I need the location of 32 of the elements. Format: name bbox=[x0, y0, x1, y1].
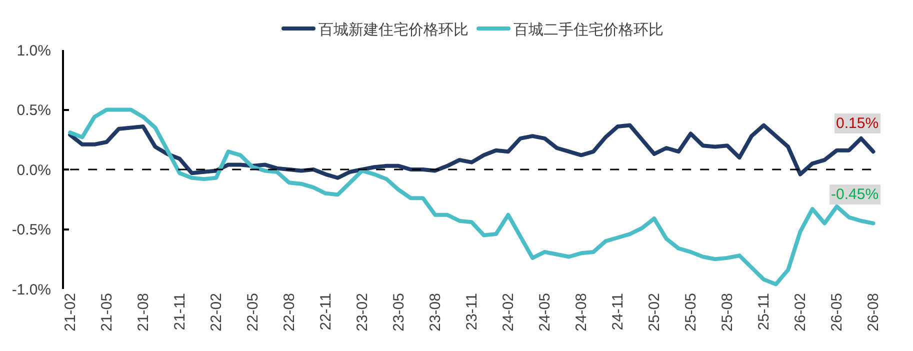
x-tick-label: 21-02 bbox=[62, 293, 79, 332]
x-tick-label: 25-02 bbox=[646, 293, 664, 332]
x-tick-label: 26-08 bbox=[865, 293, 882, 332]
x-tick-label: 24-05 bbox=[536, 293, 554, 332]
x-tick-label: 23-02 bbox=[354, 293, 372, 332]
x-tick-label: 21-05 bbox=[98, 293, 116, 332]
x-tick-label: 24-08 bbox=[573, 293, 590, 332]
y-tick-label: -0.5% bbox=[12, 222, 51, 238]
x-tick-label: 23-08 bbox=[427, 293, 444, 332]
x-tick-label: 21-11 bbox=[171, 293, 188, 330]
x-tick-label: 23-05 bbox=[390, 293, 408, 332]
x-tick-label: 22-02 bbox=[208, 293, 225, 332]
y-tick-label: 0.5% bbox=[16, 102, 51, 119]
x-tick-label: 25-05 bbox=[682, 293, 700, 332]
x-tick-label: 24-02 bbox=[500, 293, 518, 332]
x-tick-label: 21-08 bbox=[134, 293, 152, 332]
annotation: 0.15% bbox=[836, 115, 879, 132]
legend-label: 百城新建住宅价格环比 bbox=[318, 21, 468, 38]
x-tick-label: 22-08 bbox=[281, 293, 298, 332]
x-tick-label: 26-02 bbox=[792, 293, 810, 332]
x-tick-label: 25-11 bbox=[756, 293, 773, 330]
y-tick-label: 0.0% bbox=[16, 162, 51, 179]
x-tick-label: 24-11 bbox=[610, 293, 627, 330]
x-tick-label: 23-11 bbox=[464, 293, 481, 330]
x-tick-label: 26-05 bbox=[828, 293, 846, 332]
x-tick-label: 22-11 bbox=[318, 293, 335, 330]
legend-label: 百城二手住宅价格环比 bbox=[514, 21, 664, 38]
x-tick-label: 25-08 bbox=[719, 293, 736, 332]
y-tick-label: -1.0% bbox=[12, 281, 51, 298]
annotation: -0.45% bbox=[831, 186, 879, 203]
y-tick-label: 1.0% bbox=[16, 42, 51, 60]
x-tick-label: 22-05 bbox=[244, 293, 262, 332]
